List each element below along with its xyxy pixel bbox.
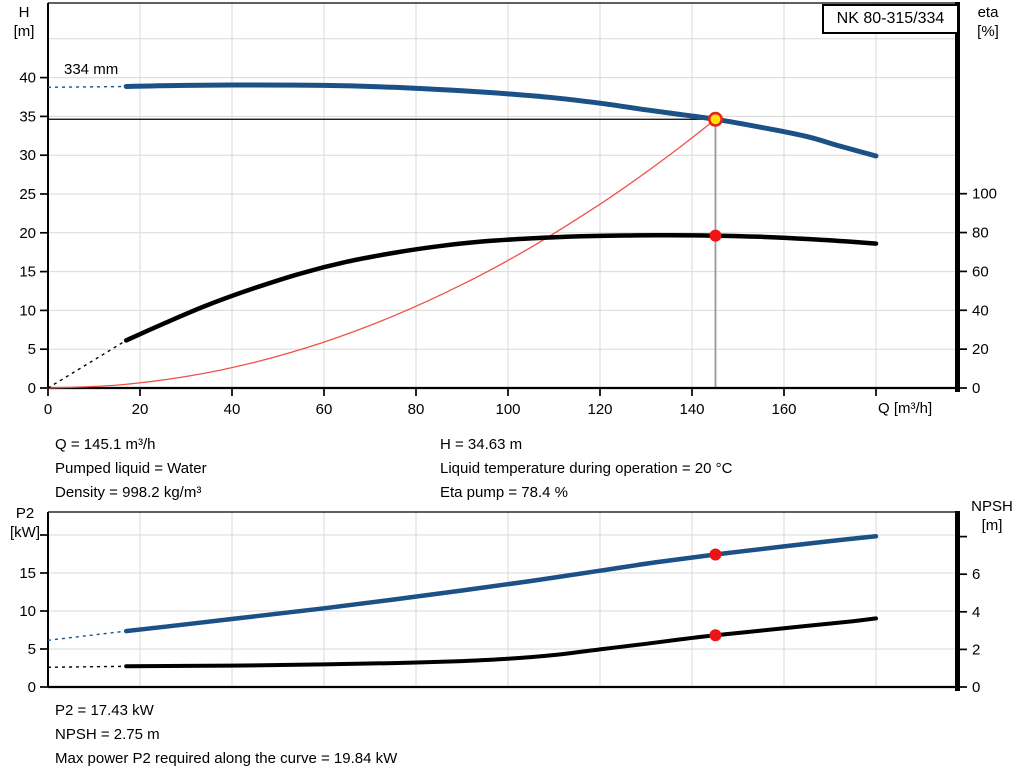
right-axis-tick-label: 2 [972, 641, 980, 658]
x-axis-tick-label: 20 [132, 401, 149, 418]
h-axis-title-line1: H [18, 4, 30, 21]
left-axis-tick-label: 15 [19, 264, 36, 281]
right-axis-tick-label: 60 [972, 263, 989, 280]
left-axis-tick-label: 35 [19, 108, 36, 125]
right-axis-tick-label: 0 [972, 380, 980, 397]
info-temperature: Liquid temperature during operation = 20… [440, 460, 733, 477]
p2-curve [123, 533, 879, 634]
eta-axis-title-line1: eta [977, 4, 999, 21]
info-density: Density = 998.2 kg/m³ [55, 484, 202, 501]
right-axis-tick-label: 0 [972, 679, 980, 696]
x-axis-tick-label: 120 [587, 401, 612, 418]
duty-info-left: Q = 145.1 m³/h Pumped liquid = Water Den… [55, 433, 207, 505]
head-curve [123, 82, 879, 159]
x-axis-tick-label: 140 [679, 401, 704, 418]
p2-curve-dashed-lead [47, 630, 127, 641]
right-axis-tick-label: 80 [972, 225, 989, 242]
left-axis-tick-label: 25 [19, 186, 36, 203]
npsh-curve [124, 616, 878, 669]
p2-axis-title: P2 [kW] [2, 504, 48, 542]
left-axis-tick-label: 0 [28, 380, 36, 397]
npsh-point-marker [709, 629, 722, 642]
left-axis-tick-label: 0 [28, 679, 36, 696]
x-axis-tick-label: 0 [44, 401, 52, 418]
left-axis-tick-label: 20 [19, 225, 36, 242]
left-axis-tick-label: 10 [19, 302, 36, 319]
right-axis-tick-label: 6 [972, 566, 980, 583]
left-axis-tick-label: 15 [19, 565, 36, 582]
right-axis-tick-label: 100 [972, 186, 997, 203]
duty-info-right: H = 34.63 m Liquid temperature during op… [440, 433, 732, 505]
info-q: Q = 145.1 m³/h [55, 436, 156, 453]
x-axis-tick-label: 100 [495, 401, 520, 418]
x-axis-tick-label: 40 [224, 401, 241, 418]
x-axis-tick-label: 60 [316, 401, 333, 418]
p2-point-marker [709, 548, 722, 561]
right-axis-bar [955, 2, 960, 392]
system-curve [47, 118, 717, 389]
h-axis-title: H [m] [2, 3, 46, 41]
left-axis-tick-label: 10 [19, 603, 36, 620]
pump-model-box: NK 80-315/334 [822, 4, 959, 34]
x-axis-tick-label: 80 [408, 401, 425, 418]
right-axis-tick-label: 40 [972, 302, 989, 319]
left-axis-tick-label: 40 [19, 70, 36, 87]
efficiency-curve-dashed-lead [47, 339, 127, 389]
efficiency-curve [123, 233, 879, 343]
result-info: P2 = 17.43 kW NPSH = 2.75 m Max power P2… [55, 699, 397, 771]
right-axis-tick-label: 4 [972, 604, 980, 621]
q-axis-title: Q [m³/h] [878, 400, 933, 417]
x-axis-tick-label: 160 [771, 401, 796, 418]
left-axis-tick-label: 5 [28, 641, 36, 658]
right-axis-tick-label: 20 [972, 341, 989, 358]
left-axis-tick-label: 30 [19, 147, 36, 164]
info-h: H = 34.63 m [440, 436, 523, 453]
p2-axis-title-line2: [kW] [10, 524, 40, 541]
left-axis-tick-label: 5 [28, 341, 36, 358]
eta-axis-title-line2: [%] [977, 23, 999, 40]
duty-point-marker [707, 111, 723, 127]
impeller-size-label: 334 mm [64, 61, 119, 78]
efficiency-point-marker [709, 229, 722, 242]
right-axis-bar [955, 511, 960, 691]
npsh-axis-title-line2: [m] [981, 517, 1003, 534]
npsh-axis-title: NPSH [m] [962, 497, 1022, 535]
info-npsh: NPSH = 2.75 m [55, 726, 160, 743]
head-curve-dashed-lead [47, 85, 127, 88]
info-p2: P2 = 17.43 kW [55, 702, 154, 719]
npsh-axis-title-line1: NPSH [971, 498, 1013, 515]
eta-axis-title: eta [%] [964, 3, 1012, 41]
h-axis-title-line2: [m] [13, 23, 35, 40]
info-eta: Eta pump = 78.4 % [440, 484, 568, 501]
npsh-curve-dashed-lead [47, 665, 127, 668]
p2-axis-title-line1: P2 [15, 505, 35, 522]
info-liquid: Pumped liquid = Water [55, 460, 207, 477]
info-max-power: Max power P2 required along the curve = … [55, 750, 398, 767]
